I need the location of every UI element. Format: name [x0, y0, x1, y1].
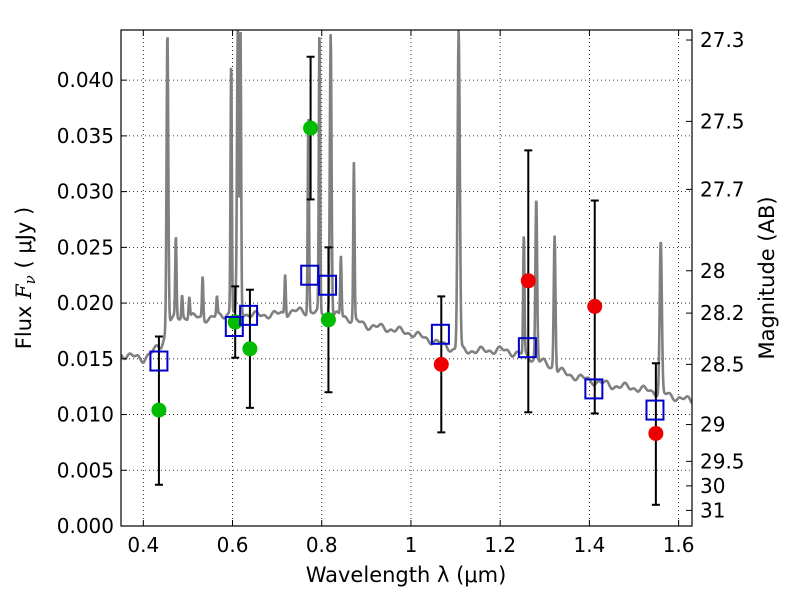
- x-tick-label: 1: [405, 533, 418, 557]
- y-axis-label-post: ( μJy ): [12, 207, 36, 275]
- non-detection-point: [433, 356, 449, 372]
- x-tick-label: 1.4: [573, 533, 605, 557]
- detection-point: [227, 314, 243, 330]
- y2-tick-label: 27.5: [700, 109, 745, 133]
- y-tick-label: 0.025: [57, 235, 114, 259]
- y2-tick-label: 31: [700, 498, 725, 522]
- y2-tick-label: 29.5: [700, 449, 745, 473]
- model-photometry-square: [239, 304, 259, 326]
- y2-tick-label: 28: [700, 259, 725, 283]
- x-tick-label: 0.8: [306, 533, 338, 557]
- y-axis-label-var: F: [12, 283, 36, 300]
- x-axis-label: Wavelength λ (μm): [306, 563, 507, 587]
- model-photometry-square: [318, 274, 338, 296]
- x-tick-label: 0.6: [217, 533, 249, 557]
- detection-point: [320, 312, 336, 328]
- y2-tick-label: 27.7: [700, 177, 745, 201]
- y-axis-label-pre: Flux: [12, 299, 36, 349]
- detection-point: [242, 341, 258, 357]
- y2-axis-label: Magnitude (AB): [755, 196, 779, 359]
- y2-tick-label: 27.3: [700, 28, 745, 52]
- y-tick-label: 0.030: [57, 180, 114, 204]
- y2-tick-label: 30: [700, 474, 725, 498]
- non-detection-point: [648, 425, 664, 441]
- model-photometry-square: [584, 378, 604, 400]
- non-detection-point: [587, 298, 603, 314]
- x-tick-label: 1.6: [663, 533, 695, 557]
- error-bars: [154, 55, 660, 506]
- model-photometry-square: [645, 399, 665, 421]
- x-tick-label: 1.2: [484, 533, 516, 557]
- y-axis-label: Flux Fν ( μJy ): [12, 207, 39, 349]
- model-photometry-square: [224, 315, 244, 337]
- y-tick-label: 0.000: [57, 514, 114, 538]
- y-tick-label: 0.020: [57, 291, 114, 315]
- y2-tick-label: 29: [700, 413, 725, 437]
- y2-tick-label: 28.2: [700, 301, 745, 325]
- model-photometry-square: [149, 350, 169, 372]
- model-photometry-square: [517, 337, 537, 359]
- model-photometry-layer: [149, 264, 665, 421]
- y-tick-label: 0.015: [57, 347, 114, 371]
- detection-point: [151, 402, 167, 418]
- data-points: [151, 120, 664, 441]
- non-detection-point: [520, 273, 536, 289]
- detection-point: [303, 120, 319, 136]
- x-tick-label: 0.4: [127, 533, 159, 557]
- plot-frame: [120, 29, 693, 527]
- sed-model-line: [121, 30, 692, 404]
- y2-tick-label: 28.5: [700, 352, 745, 376]
- ticks: 0.4 0.6 0.8 1 1.2 1.4 1.6 0.000 0.005 0.010 0.015 0…: [57, 28, 745, 557]
- y-tick-label: 0.005: [57, 458, 114, 482]
- y-axis-label-sub: ν: [21, 275, 39, 284]
- y-tick-label: 0.035: [57, 124, 114, 148]
- grid: [121, 30, 692, 526]
- sed-model-layer: [121, 30, 692, 404]
- y-tick-label: 0.040: [57, 68, 114, 92]
- y-tick-label: 0.010: [57, 403, 114, 427]
- model-photometry-square: [430, 323, 450, 345]
